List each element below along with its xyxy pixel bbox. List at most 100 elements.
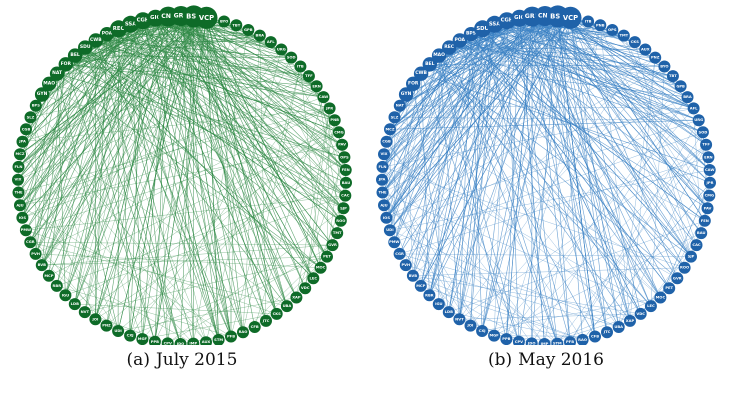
airport-node-circle xyxy=(634,307,647,320)
route-edge xyxy=(56,182,347,287)
route-edge xyxy=(383,25,601,155)
edges xyxy=(381,15,711,345)
route-edge xyxy=(84,47,207,343)
route-edge xyxy=(25,129,288,307)
airport-node-label: AJU xyxy=(380,203,387,207)
airport-node-label: RBR xyxy=(53,284,62,288)
route-edge xyxy=(693,108,702,234)
airport-node: MCP xyxy=(42,269,55,282)
route-edge xyxy=(230,25,237,337)
route-edge xyxy=(65,195,346,296)
route-edge xyxy=(242,35,261,333)
route-edge xyxy=(75,35,260,56)
airport-node: GVR xyxy=(326,239,339,252)
route-edge xyxy=(25,229,277,315)
airport-node: BPS xyxy=(29,99,42,112)
route-edge xyxy=(482,28,571,343)
route-edge xyxy=(389,96,688,231)
airport-node-label: CAW xyxy=(705,168,714,172)
route-edge xyxy=(41,64,67,266)
route-edge xyxy=(22,108,330,219)
airport-node-label: VCP xyxy=(563,14,578,22)
airport-node-label: CPV xyxy=(164,341,172,345)
airport-node-label: CAC xyxy=(341,194,350,198)
airport-node-label: TFF xyxy=(305,74,313,78)
airport-node: MCP xyxy=(414,279,427,292)
airport-node-circle xyxy=(174,338,187,345)
airport-node-circle xyxy=(260,314,272,327)
route-edge xyxy=(300,66,321,268)
route-edge xyxy=(394,117,678,279)
route-edge xyxy=(130,24,346,196)
airport-node-label: FLN xyxy=(379,165,387,169)
airport-node-circle xyxy=(34,87,50,102)
airport-node: JOI xyxy=(464,319,477,332)
route-edge xyxy=(389,55,440,231)
airport-node-circle xyxy=(576,333,589,345)
airport-node: PVH xyxy=(399,259,412,272)
airport-node-label: PPB xyxy=(502,337,510,341)
route-edge xyxy=(35,108,330,255)
route-edge xyxy=(95,40,339,133)
airport-node-label: BSB xyxy=(186,12,201,20)
airport-node-label: MAO xyxy=(43,80,55,86)
airport-node-label: GIG xyxy=(150,15,161,21)
airport-node: TFF xyxy=(302,70,315,83)
route-edge xyxy=(394,24,495,243)
route-edge xyxy=(130,24,207,343)
airport-node-label: GVR xyxy=(328,243,337,247)
airport-node-label: JDO xyxy=(527,341,536,345)
airport-node-circle xyxy=(225,330,237,343)
route-edge xyxy=(118,28,341,222)
airport-node-circle xyxy=(431,48,447,63)
airport-node: CWB xyxy=(88,33,104,48)
route-edge xyxy=(155,17,340,133)
route-edge xyxy=(56,21,225,287)
airport-node-label: CNF xyxy=(161,13,175,20)
airport-node-label: SJP xyxy=(688,255,695,259)
route-edge xyxy=(84,20,144,313)
route-edge xyxy=(532,16,710,171)
airport-node-label: BPS xyxy=(466,31,476,37)
airport-node: ERN xyxy=(310,80,323,93)
airport-node-circle xyxy=(674,80,687,93)
route-edge xyxy=(130,24,343,145)
route-edge xyxy=(449,47,703,133)
airport-node: ERN xyxy=(702,151,715,164)
airport-node: MOC xyxy=(654,291,667,304)
airport-node: IMP xyxy=(538,338,551,345)
airport-node: UBA xyxy=(612,321,625,333)
airport-node-label: CXJ xyxy=(479,329,487,333)
airport-node-label: UDI xyxy=(386,228,394,232)
airport-node-circle xyxy=(270,307,283,320)
airport-node: THE xyxy=(12,186,25,199)
route-edge xyxy=(65,64,317,87)
airport-node-circle xyxy=(29,247,42,260)
route-edge xyxy=(448,311,583,341)
airport-node-label: CGB xyxy=(382,140,391,144)
route-edge xyxy=(35,253,194,344)
airport-node: MOC xyxy=(314,261,327,274)
airport-node: IOS xyxy=(16,211,29,224)
route-edge xyxy=(438,55,596,337)
route-edge xyxy=(494,24,661,298)
route-edge xyxy=(506,20,697,246)
airport-node: JPR xyxy=(323,102,336,115)
route-edge xyxy=(386,21,589,142)
caption-a-text: July 2015 xyxy=(155,350,238,370)
route-edge xyxy=(42,94,344,209)
caption-b-tag: (b) xyxy=(488,350,513,370)
route-edge xyxy=(106,18,156,326)
airport-node-label: VIX xyxy=(380,152,387,156)
route-edge xyxy=(494,232,702,336)
route-edge xyxy=(65,35,260,65)
airport-node-circle xyxy=(148,335,161,345)
route-edge xyxy=(326,108,330,257)
airport-node: PET xyxy=(321,250,333,263)
route-edge xyxy=(118,297,297,332)
airport-node-circle xyxy=(413,66,429,81)
airport-node-label: THE xyxy=(378,191,387,195)
airport-node: RBR xyxy=(50,279,63,292)
airport-node-label: RAO xyxy=(578,338,587,342)
